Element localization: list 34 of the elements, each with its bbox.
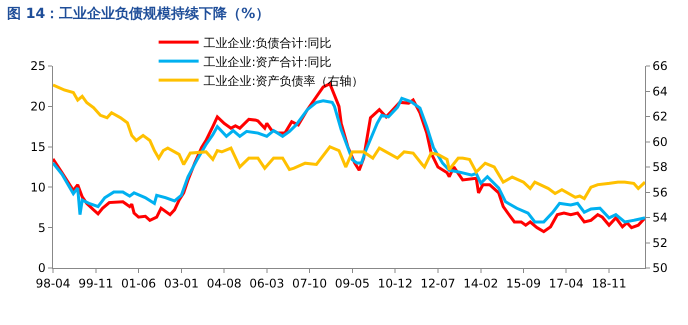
y2-tick-label: 60 [652, 134, 668, 149]
x-tick-label: 09-05 [334, 276, 370, 290]
chart-title: 图 14：工业企业负债规模持续下降（%） [6, 6, 270, 22]
legend-label: 工业企业:负债合计:同比 [204, 36, 332, 50]
y-tick-label: 15 [30, 140, 46, 154]
x-tick-label: 17-04 [548, 276, 584, 290]
x-tick-label: 07-10 [292, 276, 328, 290]
y2-tick-label: 62 [652, 110, 668, 124]
y2-tick-label: 66 [652, 59, 668, 74]
x-tick-label: 10-12 [378, 276, 413, 290]
x-tick-label: 12-07 [420, 276, 456, 290]
legend-label: 工业企业:资产负债率（右轴） [204, 74, 364, 88]
y-tick-label: 5 [38, 220, 46, 235]
x-tick-label: 03-01 [164, 276, 199, 290]
y2-tick-label: 58 [652, 160, 668, 174]
y-tick-label: 25 [30, 59, 46, 74]
y-tick-label: 0 [38, 261, 46, 276]
y-tick-label: 20 [30, 100, 46, 114]
x-tick-label: 99-11 [78, 276, 114, 290]
x-tick-label: 06-03 [249, 276, 284, 290]
y2-tick-label: 52 [652, 236, 668, 250]
y2-tick-label: 50 [652, 261, 668, 276]
line-series [53, 96, 645, 224]
x-tick-label: 98-04 [36, 276, 70, 290]
y2-tick-label: 54 [652, 210, 668, 225]
x-tick-label: 18-11 [592, 276, 626, 290]
x-tick-label: 14-02 [463, 276, 498, 290]
y-tick-label: 10 [30, 180, 46, 194]
x-tick-label: 04-08 [206, 276, 242, 290]
y2-tick-label: 56 [652, 185, 668, 200]
x-tick-label: 15-09 [506, 276, 541, 290]
x-tick-label: 01-06 [121, 276, 156, 290]
y2-tick-label: 64 [652, 84, 668, 98]
legend-label: 工业企业:资产合计:同比 [204, 54, 332, 69]
